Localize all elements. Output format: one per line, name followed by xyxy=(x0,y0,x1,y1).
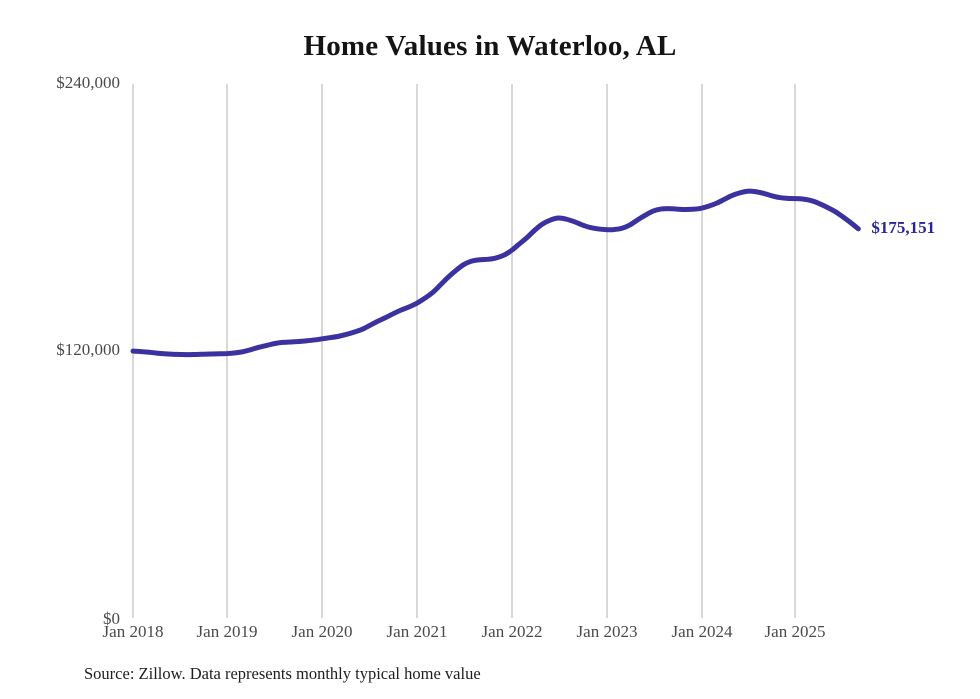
x-axis-tick-label: Jan 2023 xyxy=(576,622,638,641)
x-axis-tick-label: Jan 2018 xyxy=(102,622,164,641)
y-axis-tick-label: $240,000 xyxy=(56,73,120,92)
y-axis-tick-label: $0 xyxy=(103,609,120,628)
value-line xyxy=(130,188,861,358)
source-note: Source: Zillow. Data represents monthly … xyxy=(84,664,481,683)
end-value-label: $175,151 xyxy=(871,217,936,237)
x-axis-tick-label: Jan 2019 xyxy=(196,622,258,641)
page-title: Home Values in Waterloo, AL xyxy=(303,30,677,62)
gridlines xyxy=(132,84,796,618)
x-axis-tick-label: Jan 2021 xyxy=(386,622,448,641)
x-axis-tick-label: Jan 2025 xyxy=(764,622,826,641)
y-axis-tick-label: $120,000 xyxy=(56,340,120,359)
x-axis-tick-label: Jan 2024 xyxy=(671,622,733,641)
x-axis-tick-label: Jan 2022 xyxy=(481,622,543,641)
x-axis-tick-label: Jan 2020 xyxy=(291,622,353,641)
